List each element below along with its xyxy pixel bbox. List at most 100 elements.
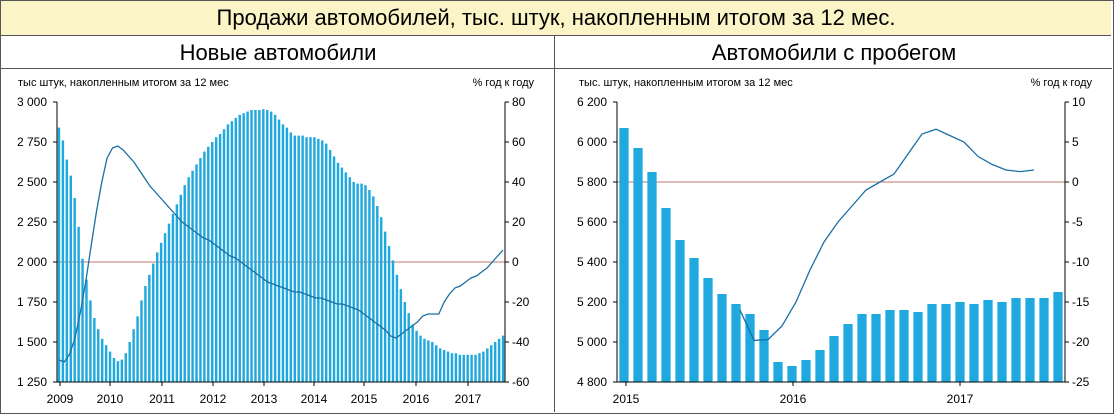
bar <box>187 177 190 382</box>
right-tick-label: -20 <box>1072 335 1090 349</box>
x-tick-label: 2014 <box>301 392 328 406</box>
bar <box>407 313 410 382</box>
bar <box>415 330 418 382</box>
bar <box>1025 298 1035 382</box>
x-tick-label: 2012 <box>200 392 227 406</box>
bar <box>482 351 485 382</box>
bar <box>941 304 951 382</box>
bar <box>857 314 867 382</box>
growth-line <box>58 145 504 363</box>
bar <box>321 140 324 382</box>
bar <box>230 121 234 382</box>
right-tick-label: -40 <box>512 335 530 349</box>
bar <box>112 358 116 382</box>
bar <box>360 183 363 382</box>
left-tick-label: 5 600 <box>577 215 607 229</box>
right-tick-label: -10 <box>1072 255 1090 269</box>
right-tick-label: -5 <box>1072 215 1083 229</box>
bar <box>77 226 80 382</box>
bar <box>379 217 383 382</box>
bar <box>1039 298 1049 382</box>
left-axis-label: тыс. штук, накопленным итогом за 12 мес <box>579 77 793 89</box>
bar <box>399 289 403 382</box>
bar <box>159 242 163 382</box>
bar <box>344 172 348 382</box>
bar <box>843 324 853 382</box>
bar <box>478 353 481 382</box>
bar <box>246 111 249 382</box>
left-tick-label: 2 750 <box>17 135 47 149</box>
right-tick-label: 0 <box>1072 175 1079 189</box>
bar <box>250 110 253 382</box>
bar <box>332 156 336 382</box>
right-tick-label: 20 <box>512 215 526 229</box>
bar <box>73 198 76 382</box>
bar <box>411 324 414 382</box>
right-tick-label: 80 <box>512 95 526 109</box>
bar <box>179 194 183 382</box>
bar <box>116 361 120 382</box>
bar <box>93 318 96 382</box>
bar <box>277 119 281 382</box>
bar <box>340 167 344 382</box>
bar <box>128 342 131 382</box>
bar <box>234 118 238 382</box>
bar <box>309 137 312 382</box>
panel-divider <box>554 36 555 412</box>
bar <box>501 335 505 382</box>
left-tick-label: 5 400 <box>577 255 607 269</box>
bar <box>211 142 214 382</box>
figure-title: Продажи автомобилей, тыс. штук, накоплен… <box>1 1 1111 36</box>
bar <box>214 137 218 382</box>
bar <box>191 170 194 382</box>
right-tick-label: 10 <box>1072 95 1086 109</box>
bar <box>689 258 699 382</box>
bar <box>403 302 407 382</box>
bar <box>140 300 143 382</box>
bar <box>466 354 469 382</box>
right-tick-label: 5 <box>1072 135 1079 149</box>
right-tick-label: 60 <box>512 135 526 149</box>
bar <box>885 310 895 382</box>
left-tick-label: 3 000 <box>17 95 47 109</box>
bar <box>352 182 355 382</box>
bar <box>372 196 375 382</box>
right-tick-label: -20 <box>512 295 530 309</box>
left-tick-label: 1 500 <box>17 335 47 349</box>
bar <box>242 113 245 382</box>
bar <box>305 137 308 382</box>
bar <box>391 260 395 382</box>
right-tick-label: -60 <box>512 375 530 389</box>
bar <box>297 135 300 382</box>
bar <box>470 354 473 382</box>
bar <box>207 146 210 382</box>
bar <box>983 300 993 382</box>
bar <box>258 110 261 382</box>
bar <box>647 172 657 382</box>
bar <box>238 114 241 383</box>
bar <box>348 177 351 382</box>
right-title-separator <box>555 68 1112 69</box>
bar <box>273 114 277 383</box>
bar <box>927 304 937 382</box>
bar <box>281 124 285 383</box>
left-tick-label: 6 200 <box>577 95 607 109</box>
x-tick-label: 2017 <box>947 392 974 406</box>
bar <box>175 204 179 382</box>
right-tick-label: 0 <box>512 255 519 269</box>
bar <box>226 124 230 383</box>
bar <box>395 274 399 382</box>
bar <box>301 135 304 382</box>
bar <box>633 148 643 382</box>
bar <box>313 137 316 382</box>
right-tick-label: -25 <box>1072 375 1090 389</box>
bar <box>61 140 65 382</box>
bar <box>431 342 434 382</box>
bar <box>132 329 135 382</box>
x-tick-label: 2017 <box>455 392 482 406</box>
left-tick-label: 1 250 <box>17 375 47 389</box>
bar <box>490 345 493 382</box>
bar <box>497 338 501 382</box>
x-tick-label: 2016 <box>403 392 430 406</box>
